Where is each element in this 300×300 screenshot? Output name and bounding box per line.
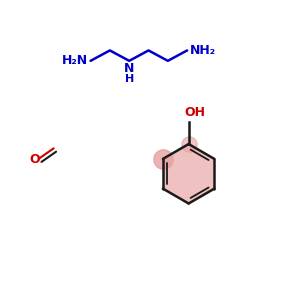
Text: H: H: [124, 74, 134, 84]
Text: OH: OH: [184, 106, 205, 119]
Text: NH₂: NH₂: [190, 44, 216, 57]
Polygon shape: [163, 144, 214, 203]
Text: N: N: [124, 62, 134, 75]
Text: O: O: [30, 153, 40, 166]
Text: H₂N: H₂N: [61, 54, 88, 67]
